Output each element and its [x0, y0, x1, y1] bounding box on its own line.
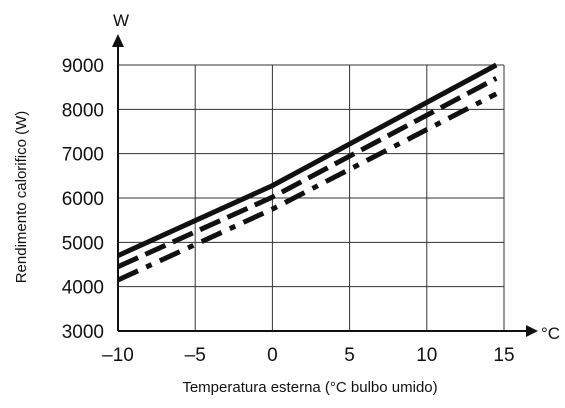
y-tick-label: 9000 [62, 56, 104, 77]
x-tick-label: 15 [493, 345, 514, 366]
x-tick-label: 10 [416, 345, 437, 366]
y-tick-label: 5000 [62, 233, 104, 254]
x-axis-unit: °C [541, 324, 560, 343]
y-axis-unit: W [113, 11, 129, 30]
y-tick-label: 7000 [62, 145, 104, 166]
y-tick-label: 8000 [62, 100, 104, 121]
x-tick-label: –10 [102, 345, 134, 366]
series-lines [116, 62, 498, 283]
x-tick-label: 5 [344, 345, 355, 366]
y-tick-label: 3000 [62, 322, 104, 343]
y-tick-label: 6000 [62, 189, 104, 210]
grid [117, 64, 505, 332]
x-axis-arrow-icon [526, 325, 538, 337]
y-tick-label: 4000 [62, 278, 104, 299]
y-axis-arrow-icon [112, 34, 124, 47]
tick-labels: –10 –5 0 5 10 15 3000 4000 5000 6000 7000 8000 9000 [62, 56, 515, 366]
y-axis-label: Rendimento calorifico (W) [13, 111, 30, 284]
x-axis-label: Temperatura esterna (°C bulbo umido) [182, 379, 437, 396]
x-tick-label: 0 [267, 345, 278, 366]
series-line-solid [116, 62, 498, 258]
axes [112, 34, 538, 337]
series-line-dashed [116, 76, 498, 269]
x-tick-label: –5 [185, 345, 206, 366]
series-line-dashdot [116, 91, 498, 283]
